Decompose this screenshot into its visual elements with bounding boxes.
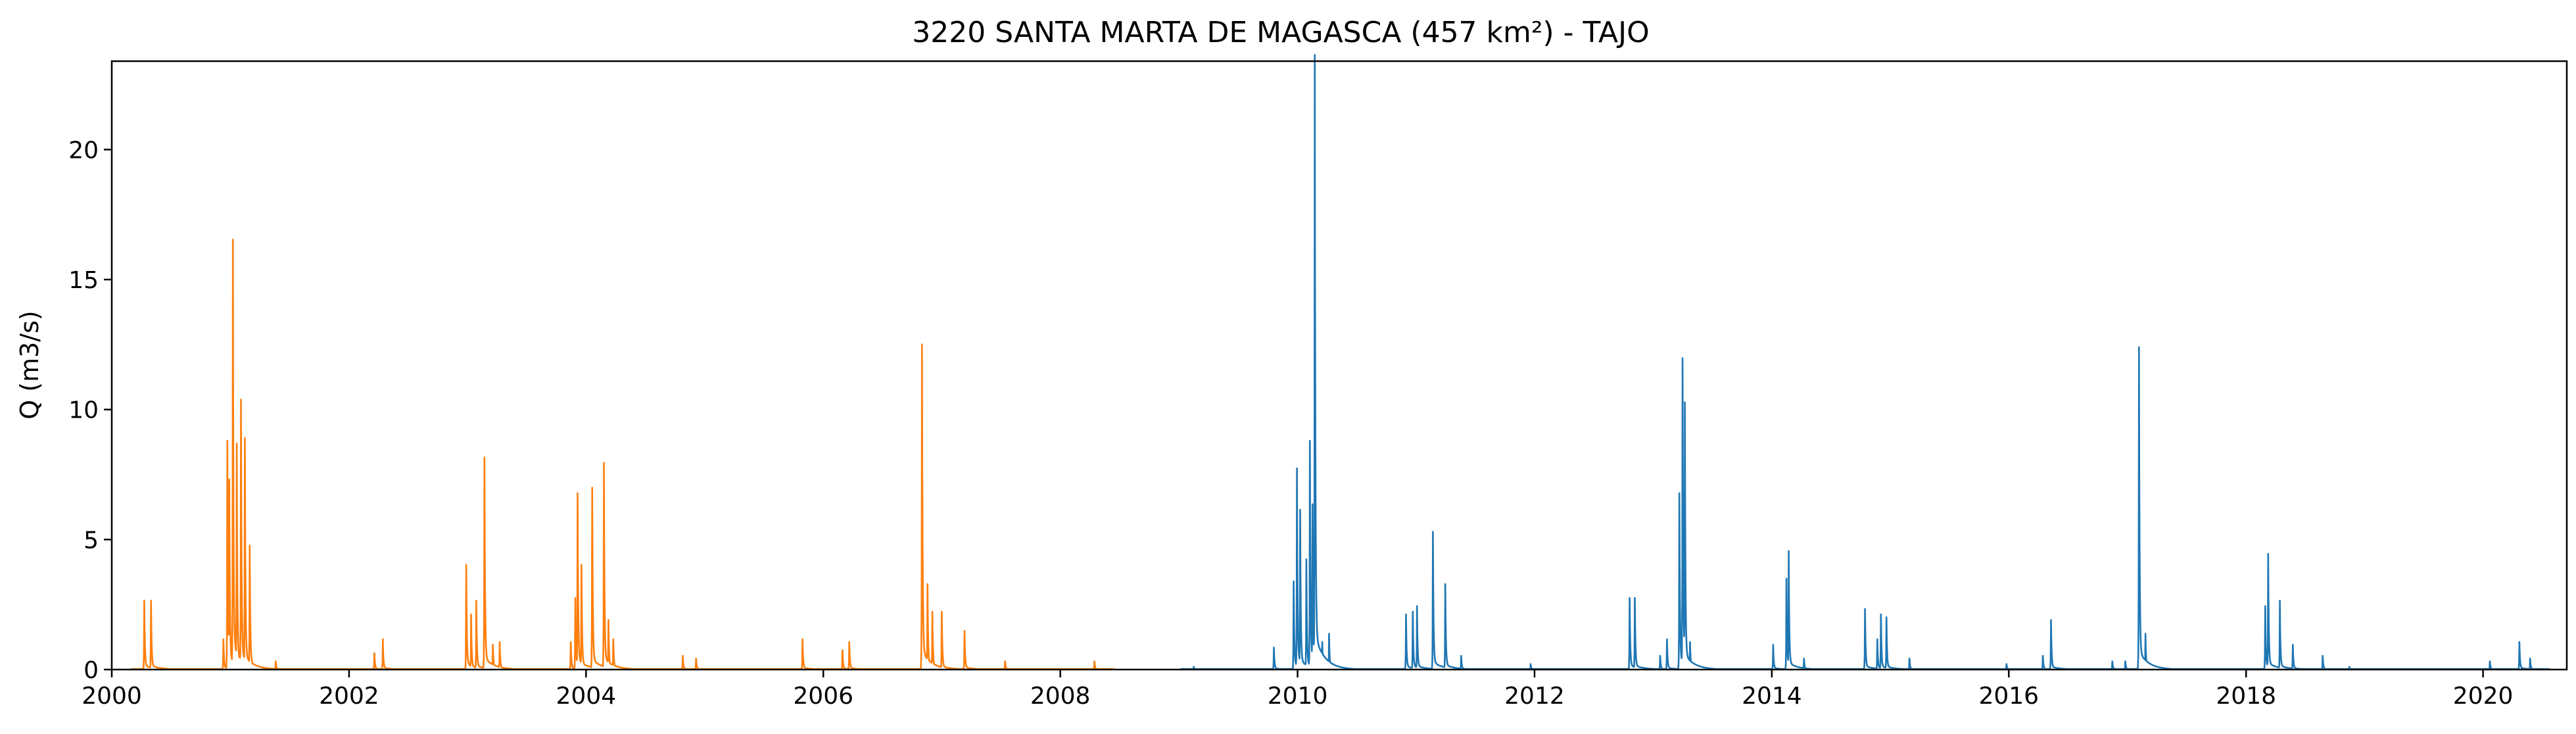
x-tick-label-2006: 2006: [793, 683, 853, 710]
y-axis-label: Q (m3/s): [15, 310, 44, 419]
x-tick-label-2020: 2020: [2453, 683, 2514, 710]
series-2-line: [1180, 54, 2550, 670]
x-axis: 2000 2002 2004 2006 2008 2010 2012 2014 2016 2018…: [82, 670, 2513, 710]
x-tick-label-2018: 2018: [2216, 683, 2276, 710]
x-tick-label-2004: 2004: [556, 683, 617, 710]
y-tick-label-0: 0: [83, 657, 99, 684]
plot-frame: [110, 60, 2568, 671]
series-1-line: [130, 239, 1114, 670]
y-tick-label-20: 20: [68, 137, 99, 164]
series-layer: [130, 54, 2550, 670]
plot-area: 2000 2002 2004 2006 2008 2010 2012 2014 2016 2018…: [68, 54, 2568, 710]
x-tick-label-2010: 2010: [1268, 683, 1328, 710]
chart-title: 3220 SANTA MARTA DE MAGASCA (457 km²) - …: [912, 16, 1649, 49]
x-tick-label-2008: 2008: [1030, 683, 1091, 710]
y-axis: 0 5 10 15 20: [68, 137, 112, 684]
x-tick-label-2012: 2012: [1504, 683, 1565, 710]
x-tick-label-2000: 2000: [82, 683, 142, 710]
x-tick-label-2014: 2014: [1742, 683, 1802, 710]
x-tick-label-2016: 2016: [1978, 683, 2039, 710]
y-tick-label-5: 5: [83, 527, 99, 554]
y-tick-label-15: 15: [68, 267, 99, 294]
y-tick-label-10: 10: [68, 397, 99, 424]
x-tick-label-2002: 2002: [319, 683, 379, 710]
